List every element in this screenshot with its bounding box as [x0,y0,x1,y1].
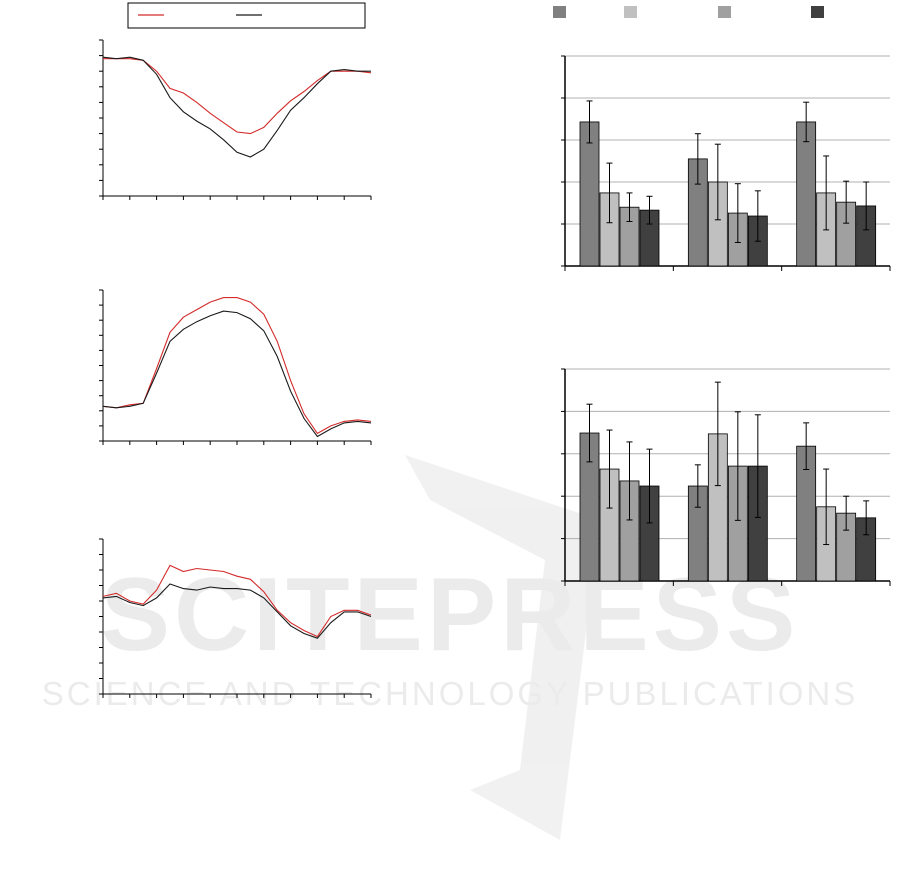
watermark-logo [405,455,600,840]
line-series [102,310,372,438]
line-series [102,56,371,158]
watermark: SCITEPRESS SCIENCE AND TECHNOLOGY PUBLIC… [42,455,855,840]
bar [579,121,600,267]
legend-swatch [553,6,566,18]
watermark-title: SCITEPRESS [101,557,800,673]
bar [796,121,817,267]
line-series [103,58,372,135]
legend-swatch [811,6,824,18]
legend-box [127,2,366,29]
legend-swatch [718,6,731,18]
legend-swatch [624,6,637,18]
line-series [102,564,372,638]
line-series [102,583,372,639]
line-series [102,297,372,435]
